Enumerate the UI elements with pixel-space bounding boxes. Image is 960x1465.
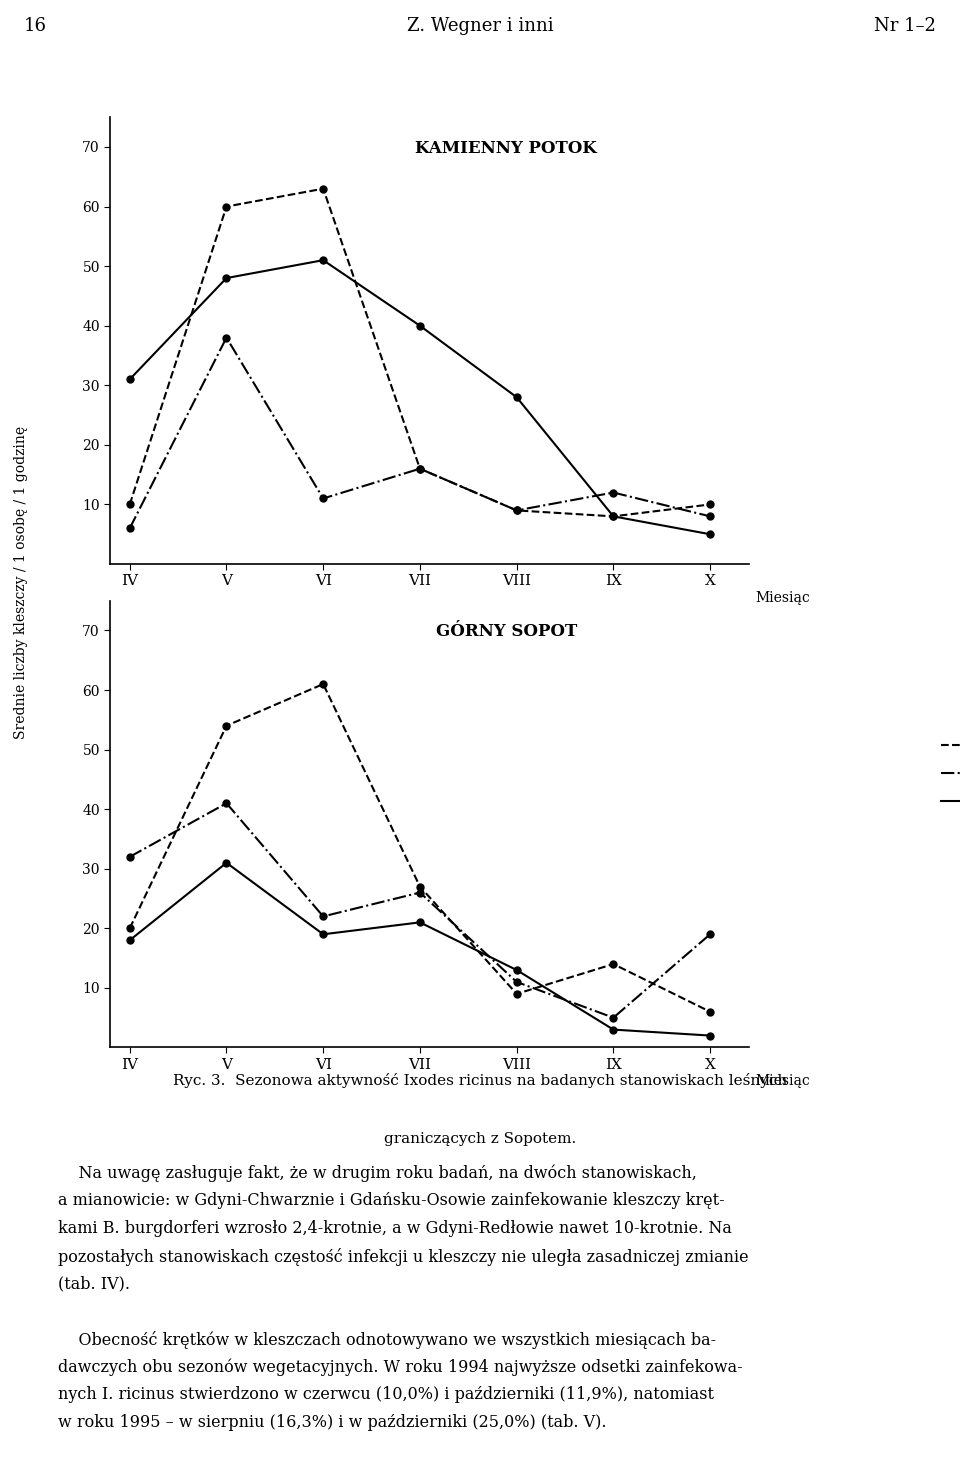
Text: dawczych obu sezonów wegetacyjnych. W roku 1994 najwyższe odsetki zainfekowa-: dawczych obu sezonów wegetacyjnych. W ro… — [58, 1358, 742, 1376]
Text: nych I. ricinus stwierdzono w czerwcu (10,0%) i październiki (11,9%), natomiast: nych I. ricinus stwierdzono w czerwcu (1… — [58, 1386, 713, 1403]
Text: pozostałych stanowiskach częstość infekcji u kleszczy nie uległa zasadniczej zmi: pozostałych stanowiskach częstość infekc… — [58, 1248, 748, 1266]
Text: GÓRNY SOPOT: GÓRNY SOPOT — [436, 623, 577, 640]
Legend: 1993, 1994, 1995: 1993, 1994, 1995 — [935, 734, 960, 815]
Text: Miesiąc: Miesiąc — [756, 1074, 810, 1088]
Text: kami ​B. burgdorferi​ wzrosło 2,4-krotnie, a w Gdyni-Redłowie nawet 10-krotnie. : kami ​B. burgdorferi​ wzrosło 2,4-krotni… — [58, 1220, 732, 1236]
Text: Obecność krętków w kleszczach odnotowywano we wszystkich miesiącach ba-: Obecność krętków w kleszczach odnotowywa… — [58, 1330, 716, 1349]
Text: Miesiąc: Miesiąc — [756, 590, 810, 605]
Text: Z. Wegner i inni: Z. Wegner i inni — [407, 16, 553, 35]
Text: Srednie liczby kleszczy / 1 osobę / 1 godzinę: Srednie liczby kleszczy / 1 osobę / 1 go… — [14, 426, 28, 738]
Text: (tab. IV).: (tab. IV). — [58, 1276, 130, 1292]
Text: a mianowicie: w Gdyni-Chwarznie i Gdańsku-Osowie zainfekowanie kleszczy kręt-: a mianowicie: w Gdyni-Chwarznie i Gdańsk… — [58, 1193, 724, 1209]
Text: Ryc. 3.  Sezonowa aktywność Ixodes ricinus na badanych stanowiskach leśnych: Ryc. 3. Sezonowa aktywność Ixodes ricinu… — [173, 1072, 787, 1087]
Text: Nr 1–2: Nr 1–2 — [875, 16, 936, 35]
Text: graniczących z Sopotem.: graniczących z Sopotem. — [384, 1132, 576, 1147]
Text: 16: 16 — [24, 16, 47, 35]
Text: Na uwagę zasługuje fakt, że w drugim roku badań, na dwóch stanowiskach,: Na uwagę zasługuje fakt, że w drugim rok… — [58, 1165, 696, 1182]
Text: w roku 1995 – w sierpniu (16,3%) i w październiki (25,0%) (tab. V).: w roku 1995 – w sierpniu (16,3%) i w paź… — [58, 1414, 606, 1431]
Text: KAMIENNY POTOK: KAMIENNY POTOK — [416, 139, 597, 157]
